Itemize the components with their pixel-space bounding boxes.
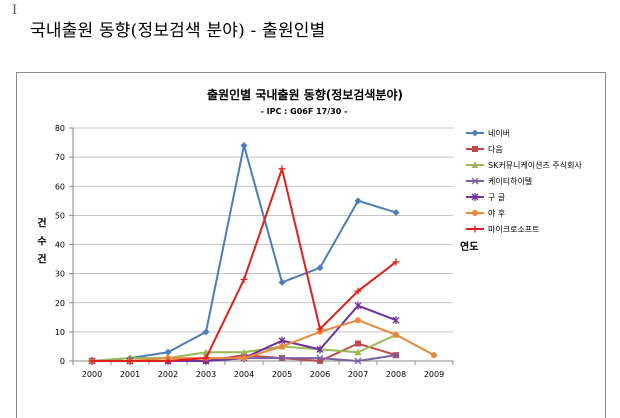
marker-stroke (392, 351, 400, 359)
series-line (91, 144, 397, 362)
data-point (278, 165, 286, 173)
data-point (471, 177, 479, 185)
legend-item: 마이크로소프트 (466, 224, 540, 234)
data-point (240, 275, 248, 283)
data-point (354, 301, 362, 310)
x-tick-label: 2004 (234, 370, 254, 379)
x-tick-label: 2000 (82, 370, 102, 379)
data-point (355, 340, 361, 347)
data-point (316, 354, 324, 362)
data-point (392, 351, 400, 359)
x-tick-label: 2005 (272, 370, 292, 379)
series-plus (88, 165, 400, 365)
data-point (392, 208, 400, 216)
marker-stroke (354, 357, 362, 365)
marker-stroke (278, 354, 286, 362)
data-point (317, 358, 323, 364)
legend-label: 케이티하이텔 (488, 176, 532, 186)
data-point (316, 345, 324, 354)
data-point (355, 317, 361, 324)
marker-stroke (316, 354, 324, 362)
y-tick-label: 60 (55, 182, 65, 191)
series-line (92, 319, 435, 362)
data-point (241, 355, 247, 362)
data-point (164, 348, 172, 356)
legend-label: 구 글 (488, 193, 505, 202)
data-point (472, 146, 478, 152)
y-tick-label: 40 (55, 241, 65, 250)
y-axis-ticks: 0 10 20 30 40 50 60 70 80 (55, 124, 65, 366)
x-tick-label: 2003 (196, 370, 216, 379)
legend-item: 케이티하이텔 (466, 176, 532, 186)
data-point (472, 210, 478, 216)
legend-item: SK커뮤니케이션즈 주식회사 (466, 160, 582, 170)
y-tick-label: 70 (55, 153, 65, 162)
data-point (471, 193, 479, 201)
data-point (354, 287, 362, 295)
x-tick-label: 2008 (386, 370, 406, 379)
y-tick-label: 10 (55, 328, 65, 337)
chart-title: 출원인별 국내출원 동향(정보검색분야) (207, 87, 403, 102)
data-point (278, 354, 286, 362)
legend-item: 구 글 (466, 193, 505, 202)
x-axis-ticks: 2000 2001 2002 2003 2004 2005 2006 2007 2008 2009 (82, 370, 444, 379)
y-tick-label: 20 (55, 299, 65, 308)
y-tick-label: 50 (55, 211, 65, 220)
y-axis-label: 건수건 (37, 217, 46, 266)
data-point (240, 348, 248, 356)
legend-item: 야 후 (466, 208, 505, 218)
data-point (471, 161, 479, 168)
y-tick-label: 0 (60, 357, 65, 366)
legend-label: 다음 (488, 145, 503, 154)
data-point (392, 316, 400, 325)
data-point (354, 348, 362, 356)
data-point (471, 225, 479, 233)
x-tick-label: 2001 (120, 370, 140, 379)
x-tick-label: 2002 (158, 370, 178, 379)
x-tick-label: 2009 (424, 370, 444, 379)
legend-label: 야 후 (488, 208, 505, 218)
data-point (354, 197, 362, 205)
page-title: 국내출원 동향(정보검색 분야) - 출원인별 (30, 21, 326, 41)
data-point (392, 258, 400, 266)
data-point (471, 129, 479, 137)
axes (69, 127, 454, 365)
data-point (240, 141, 248, 149)
data-point (164, 357, 172, 365)
x-tick-label: 2006 (310, 370, 330, 379)
legend-label: SK커뮤니케이션즈 주식회사 (488, 160, 582, 170)
text-cursor-icon: I (12, 3, 18, 18)
legend-item: 다음 (466, 145, 503, 154)
y-axis-label-char: 건 (37, 253, 46, 266)
series-diamond (88, 141, 400, 365)
y-axis-label-char: 건 (37, 217, 46, 230)
data-point (126, 357, 134, 365)
legend-item: 네이버 (466, 128, 510, 138)
data-point (279, 343, 285, 350)
data-point (316, 325, 324, 333)
y-axis-label-char: 수 (37, 236, 46, 248)
x-axis-label: 연도 (460, 240, 478, 253)
x-tick-label: 2007 (348, 370, 368, 379)
y-tick-label: 80 (55, 124, 65, 133)
data-point (278, 278, 286, 286)
grid (73, 127, 453, 333)
data-point (354, 357, 362, 365)
data-point (202, 328, 210, 336)
data-point (202, 354, 210, 362)
data-point (88, 357, 96, 365)
data-point (393, 331, 399, 338)
chart-subtitle: - IPC : G06F 17/30 - (261, 107, 348, 116)
data-point (278, 336, 286, 345)
legend-label: 마이크로소프트 (488, 224, 540, 234)
y-tick-label: 30 (55, 270, 65, 279)
data-point (431, 352, 437, 359)
marker-stroke (471, 177, 479, 185)
series-group (88, 141, 437, 365)
legend-label: 네이버 (488, 128, 510, 138)
data-point (316, 264, 324, 272)
